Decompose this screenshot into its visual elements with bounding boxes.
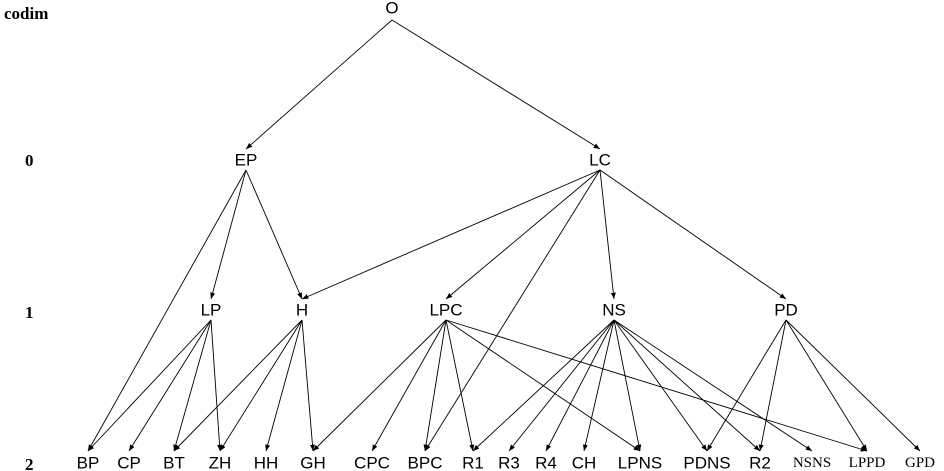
node-r2: R2	[749, 454, 771, 471]
edge-ns-to-nsns	[613, 319, 813, 452]
edge-ns-to-r4	[545, 319, 615, 452]
codim-header: codim	[4, 4, 48, 23]
edge-pd-to-lppd	[785, 319, 868, 452]
edge-pd-to-pdns	[706, 319, 787, 452]
edge-lc-to-lpc	[445, 169, 601, 300]
node-bp: BP	[77, 454, 100, 471]
edge-lpc-to-lppd	[445, 319, 868, 452]
node-pdns: PDNS	[683, 454, 730, 471]
edge-lc-to-h	[301, 169, 601, 300]
edge-h-to-zh	[219, 319, 303, 452]
node-o: O	[385, 0, 398, 18]
edge-lc-to-pd	[599, 169, 787, 300]
edge-o-to-ep	[245, 19, 393, 150]
edge-lpc-to-gh	[312, 319, 447, 452]
edge-lpc-to-r1	[445, 319, 475, 452]
edge-pd-to-r2	[758, 319, 787, 452]
edges-layer	[87, 19, 921, 452]
node-lpns: LPNS	[618, 454, 662, 471]
node-ns: NS	[602, 301, 626, 320]
edge-ns-to-r1	[472, 319, 615, 452]
edge-lpc-to-cpc	[371, 319, 447, 452]
edge-h-to-gh	[301, 319, 315, 452]
node-gh: GH	[300, 454, 326, 471]
node-zh: ZH	[209, 454, 232, 471]
edge-ep-to-h	[245, 169, 303, 300]
node-r1: R1	[462, 454, 484, 471]
edge-h-to-hh	[265, 319, 303, 452]
node-lpc: LPC	[429, 301, 462, 320]
codim-level-0: 0	[25, 151, 34, 170]
edge-ep-to-bp	[87, 169, 247, 452]
node-ch: CH	[572, 454, 597, 471]
node-cpc: CPC	[354, 454, 390, 471]
node-gpd: GPD	[905, 455, 935, 471]
edge-lc-to-ns	[599, 169, 616, 300]
edge-lp-to-cp	[128, 319, 212, 452]
node-cp: CP	[117, 454, 141, 471]
edge-h-to-bt	[173, 319, 303, 452]
edge-ns-to-pdns	[613, 319, 708, 452]
edge-pd-to-gpd	[785, 319, 921, 452]
edge-lp-to-zh	[210, 319, 223, 452]
node-lc: LC	[589, 151, 611, 170]
edge-lpc-to-bpc	[423, 319, 447, 452]
edge-o-to-lc	[391, 19, 601, 150]
edge-lp-to-bp	[87, 319, 212, 452]
node-lppd: LPPD	[849, 455, 886, 471]
node-pd: PD	[774, 301, 798, 320]
node-r4: R4	[535, 454, 557, 471]
codim-level-1: 1	[25, 303, 34, 322]
node-h: H	[296, 301, 308, 320]
node-bpc: BPC	[408, 454, 443, 471]
edge-ns-to-ch	[582, 319, 615, 452]
node-hh: HH	[254, 454, 279, 471]
node-nsns: NSNS	[793, 455, 831, 471]
node-lp: LP	[201, 301, 222, 320]
edge-ns-to-r3	[508, 319, 615, 452]
edge-ns-to-r2	[613, 319, 761, 452]
edge-ns-to-lpns	[613, 319, 642, 452]
node-ep: EP	[235, 151, 258, 170]
edge-lc-to-bpc	[424, 169, 601, 452]
nodes-layer: O EP LC LP H LPC NS PD BP CP BT ZH HH GH CPC BPC R1 R3 R4 C…	[77, 0, 936, 471]
node-bt: BT	[163, 454, 185, 471]
codim-level-2: 2	[25, 455, 34, 471]
edge-lp-to-bt	[173, 319, 212, 452]
edge-ep-to-lp	[210, 169, 247, 300]
node-r3: R3	[498, 454, 520, 471]
